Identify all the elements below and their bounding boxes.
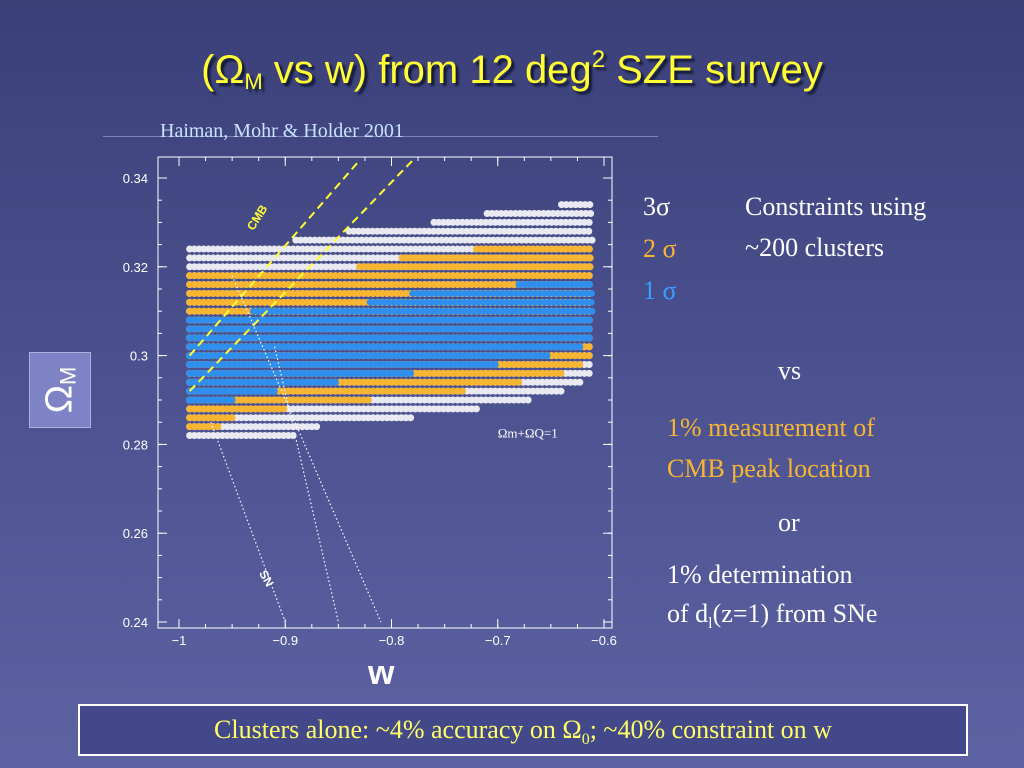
sn-dotted-line <box>274 346 339 623</box>
annotation-sn: SN <box>256 568 276 589</box>
x-tick-label: −1 <box>172 633 187 648</box>
vs-text: vs <box>778 356 802 385</box>
or-text: or <box>778 508 800 537</box>
annotation-cmb: CMB <box>244 202 271 233</box>
y-tick-label: 0.3 <box>130 349 148 364</box>
y-tick-label: 0.34 <box>123 171 148 186</box>
sne-line-2: of dl(z=1) from SNe <box>667 599 878 633</box>
plot-frame <box>157 156 613 629</box>
legend-3-sigma: 3σ <box>643 192 671 221</box>
sn-dotted-line <box>231 275 382 623</box>
legend-1-sigma: 1 σ <box>643 276 677 305</box>
x-tick-label: −0.9 <box>272 633 298 648</box>
y-axis-label-box: ΩM <box>29 352 91 428</box>
y-axis-label: ΩM <box>38 366 81 414</box>
constraints-line-2: ~200 clusters <box>745 233 884 262</box>
citation: Haiman, Mohr & Holder 2001 <box>160 120 404 142</box>
x-axis-label: w <box>368 654 395 692</box>
annotation-flatness: Ωm+ΩQ=1 <box>498 426 558 441</box>
summary-box: Clusters alone: ~4% accuracy on Ω0; ~40%… <box>78 704 968 756</box>
y-tick-label: 0.32 <box>123 260 148 275</box>
slide-title: (ΩM vs w) from 12 deg2 SZE survey <box>201 46 823 94</box>
cmb-line-2: CMB peak location <box>667 454 871 483</box>
cmb-dashed-line <box>188 159 361 357</box>
x-tick-label: −0.8 <box>379 633 405 648</box>
cmb-dashed-line <box>188 159 414 392</box>
sn-dotted-line <box>210 421 286 623</box>
title-divider <box>103 136 658 137</box>
x-tick-label: −0.6 <box>591 633 617 648</box>
x-tick-label: −0.7 <box>485 633 511 648</box>
y-tick-label: 0.24 <box>123 615 148 630</box>
y-tick-label: 0.26 <box>123 526 148 541</box>
legend-2-sigma: 2 σ <box>643 234 677 263</box>
constraints-line-1: Constraints using <box>745 192 927 221</box>
sne-line-1: 1% determination <box>667 560 853 589</box>
cmb-line-1: 1% measurement of <box>667 413 875 442</box>
y-tick-label: 0.28 <box>123 437 148 452</box>
